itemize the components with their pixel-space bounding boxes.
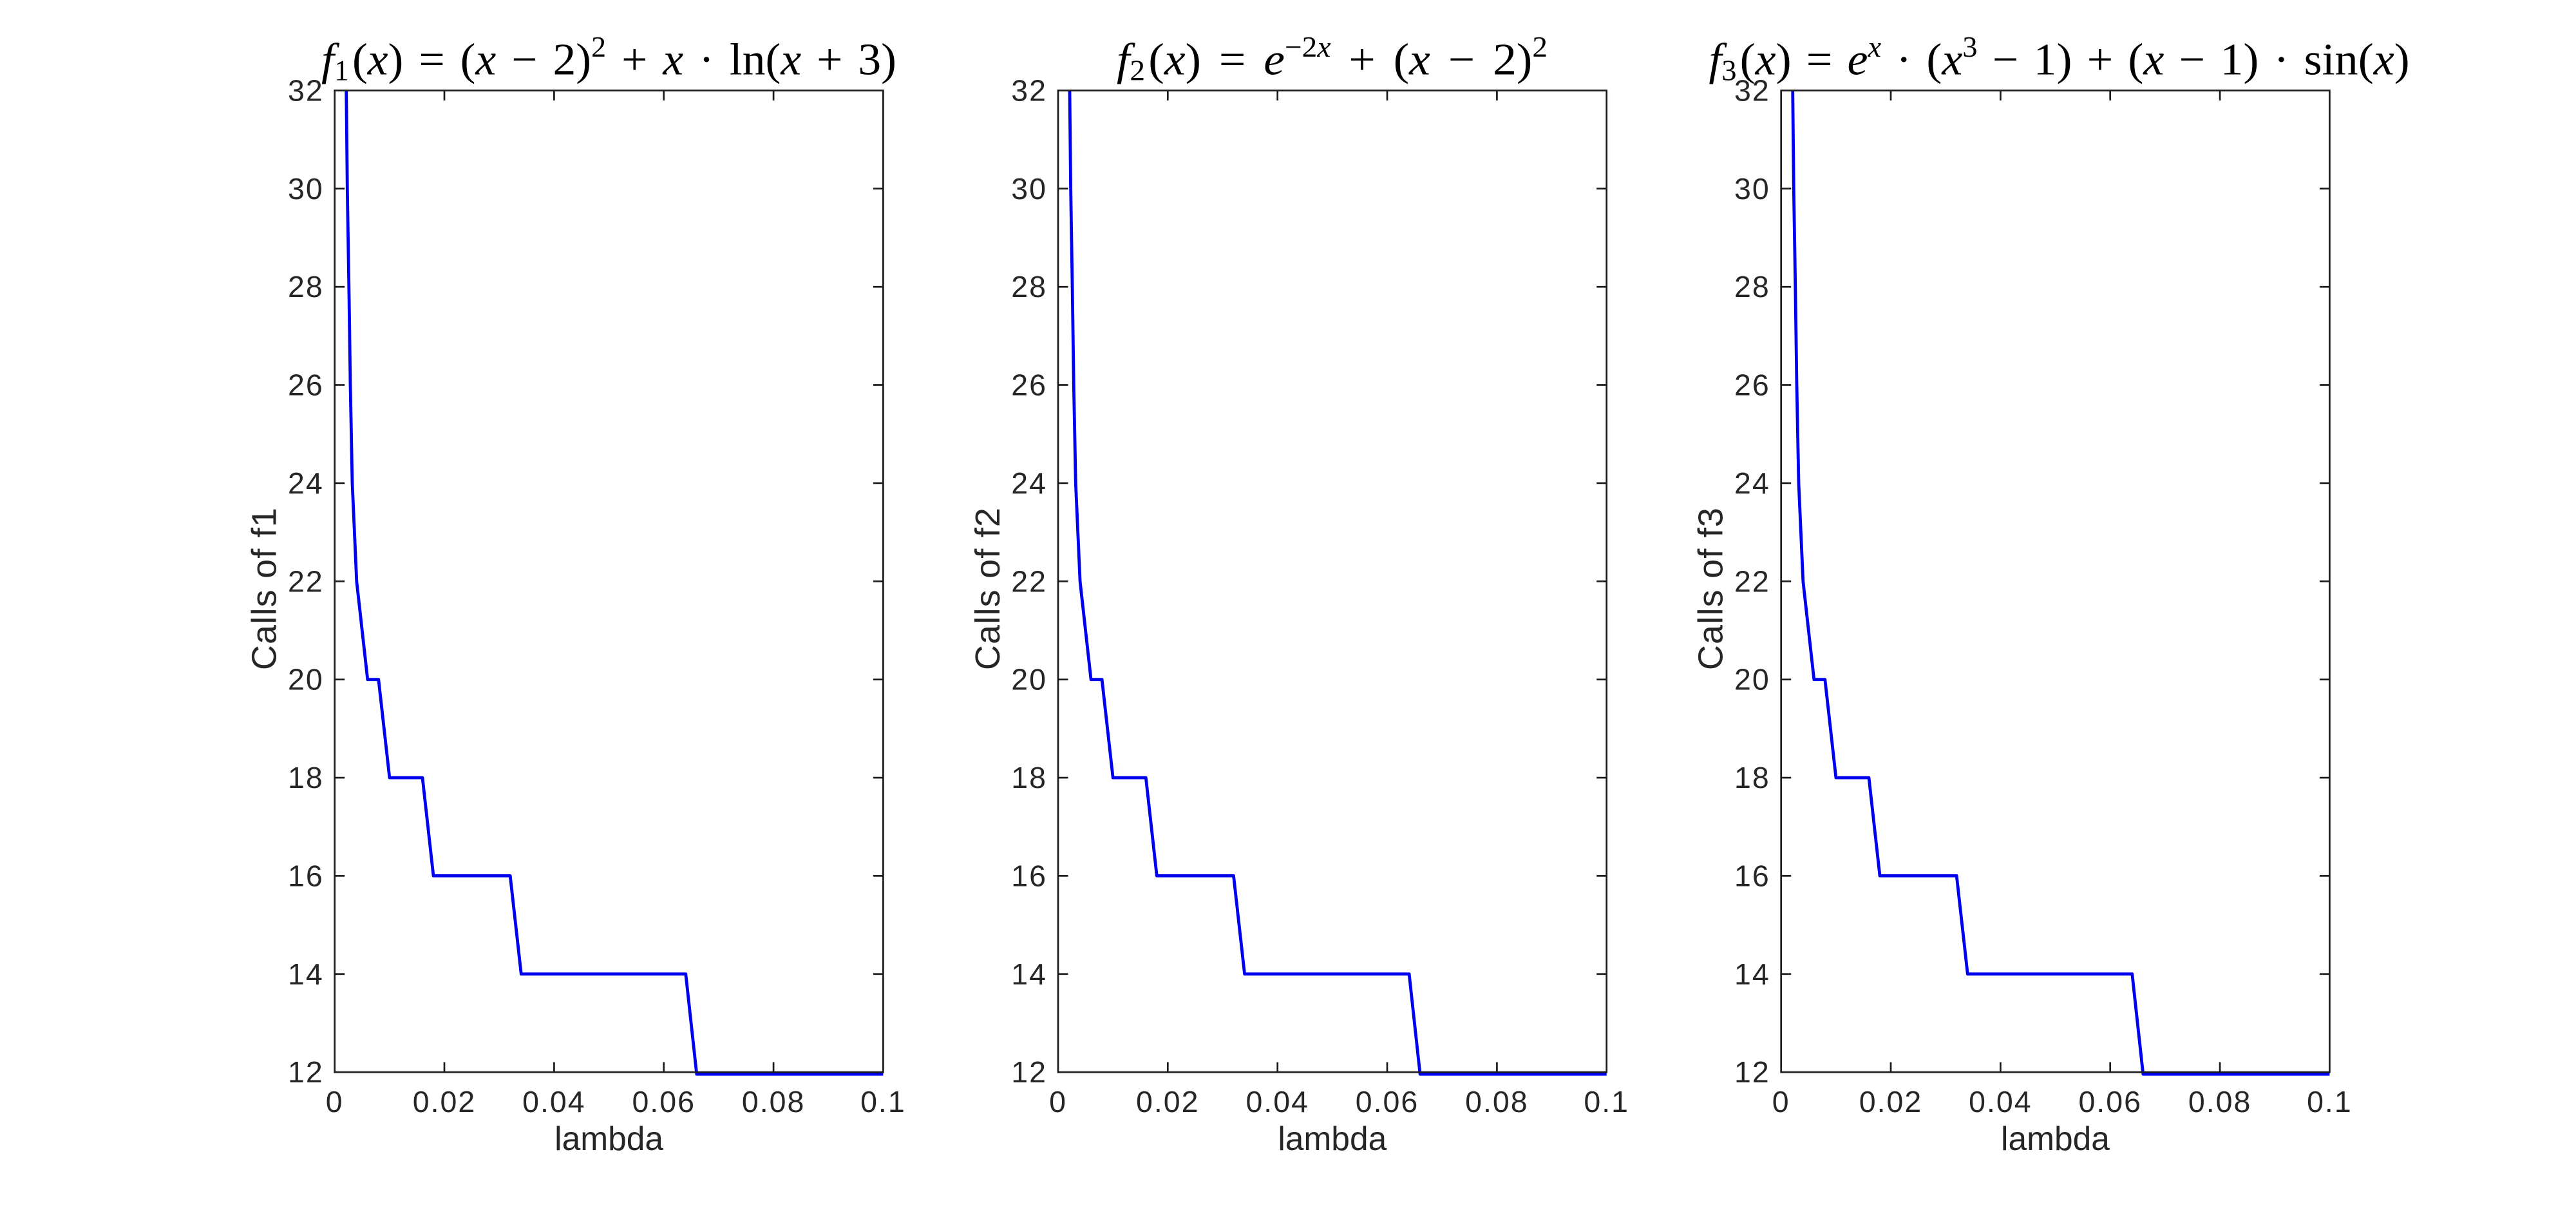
svg-text:f3​(x) = ex​ · (x3​ − 1) + (x: f3​(x) = ex​ · (x3​ − 1) + (x − 1) · sin… <box>1709 31 2409 87</box>
svg-text:28: 28 <box>288 270 324 303</box>
svg-text:18: 18 <box>1734 761 1770 794</box>
svg-text:f1​(x) = (x − 2)2​ + x · ln(x: f1​(x) = (x − 2)2​ + x · ln(x + 3) <box>321 30 896 86</box>
svg-text:0.02: 0.02 <box>1136 1085 1200 1118</box>
svg-text:Calls of f3: Calls of f3 <box>1692 507 1730 670</box>
svg-text:0: 0 <box>1772 1085 1790 1118</box>
svg-text:12: 12 <box>1734 1055 1770 1089</box>
svg-text:24: 24 <box>1011 466 1047 500</box>
svg-text:18: 18 <box>1011 761 1047 794</box>
svg-text:0.1: 0.1 <box>2307 1085 2353 1118</box>
svg-text:0.02: 0.02 <box>1859 1085 1923 1118</box>
svg-text:32: 32 <box>1011 73 1047 107</box>
svg-text:0.1: 0.1 <box>1584 1085 1629 1118</box>
svg-text:26: 26 <box>1011 369 1047 402</box>
svg-text:14: 14 <box>1734 957 1770 991</box>
svg-text:18: 18 <box>288 761 324 794</box>
svg-text:22: 22 <box>1734 564 1770 598</box>
svg-text:0.08: 0.08 <box>2188 1085 2252 1118</box>
svg-text:lambda: lambda <box>1278 1120 1387 1157</box>
svg-text:16: 16 <box>1011 859 1047 892</box>
svg-text:0.02: 0.02 <box>413 1085 477 1118</box>
svg-text:0.06: 0.06 <box>2078 1085 2142 1118</box>
svg-text:0.08: 0.08 <box>1465 1085 1529 1118</box>
svg-text:0.06: 0.06 <box>1356 1085 1419 1118</box>
svg-text:32: 32 <box>1734 73 1770 107</box>
svg-text:32: 32 <box>288 73 324 107</box>
svg-text:0: 0 <box>326 1085 344 1118</box>
svg-text:24: 24 <box>1734 466 1770 500</box>
svg-text:22: 22 <box>288 564 324 598</box>
svg-text:lambda: lambda <box>554 1120 663 1157</box>
svg-text:0: 0 <box>1049 1085 1067 1118</box>
svg-text:28: 28 <box>1734 270 1770 303</box>
svg-text:lambda: lambda <box>2001 1120 2110 1157</box>
svg-text:12: 12 <box>288 1055 324 1089</box>
svg-text:20: 20 <box>1734 663 1770 696</box>
svg-text:30: 30 <box>288 172 324 206</box>
svg-text:Calls of f2: Calls of f2 <box>969 507 1007 670</box>
svg-text:14: 14 <box>288 957 324 991</box>
svg-text:0.04: 0.04 <box>522 1085 586 1118</box>
svg-text:14: 14 <box>1011 957 1047 991</box>
svg-text:20: 20 <box>1011 663 1047 696</box>
svg-text:24: 24 <box>288 466 324 500</box>
svg-text:16: 16 <box>288 859 324 892</box>
svg-text:26: 26 <box>1734 369 1770 402</box>
svg-text:30: 30 <box>1011 172 1047 206</box>
svg-text:28: 28 <box>1011 270 1047 303</box>
svg-text:Calls of f1: Calls of f1 <box>245 507 284 670</box>
svg-text:0.04: 0.04 <box>1969 1085 2032 1118</box>
svg-text:26: 26 <box>288 369 324 402</box>
svg-text:0.1: 0.1 <box>860 1085 906 1118</box>
svg-text:12: 12 <box>1011 1055 1047 1089</box>
svg-text:30: 30 <box>1734 172 1770 206</box>
svg-text:0.08: 0.08 <box>742 1085 806 1118</box>
svg-text:16: 16 <box>1734 859 1770 892</box>
svg-text:0.06: 0.06 <box>632 1085 696 1118</box>
svg-text:f2​(x) = e−2x​ + (x − 2)2​: f2​(x) = e−2x​ + (x − 2)2​ <box>1117 31 1548 86</box>
svg-text:22: 22 <box>1011 564 1047 598</box>
svg-text:20: 20 <box>288 663 324 696</box>
svg-text:0.04: 0.04 <box>1245 1085 1309 1118</box>
